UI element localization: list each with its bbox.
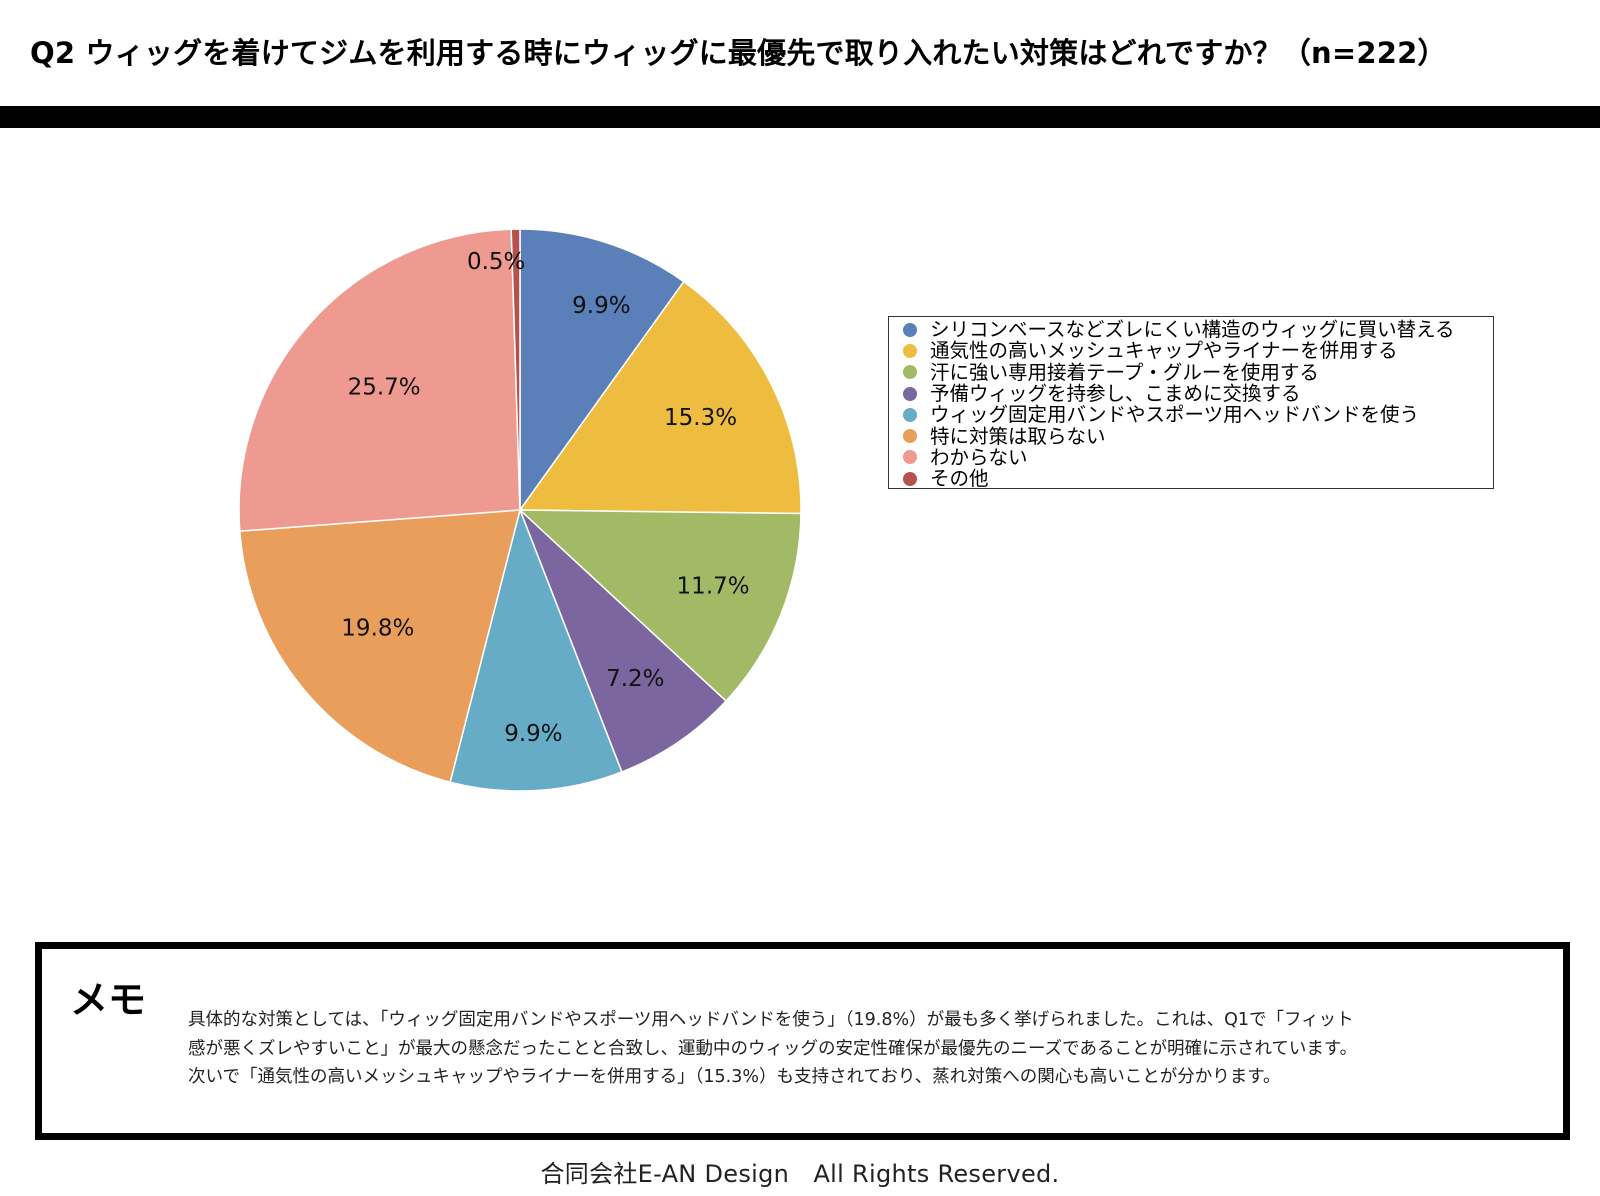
memo-box: メモ 具体的な対策としては、「ウィッグ固定用バンドやスポーツ用ヘッドバンドを使う… [35,942,1570,1140]
slice-data-label: 25.7% [348,374,421,400]
title-divider [0,106,1600,128]
legend-swatch [903,450,917,465]
legend-item: 通気性の高いメッシュキャップやライナーを併用する [903,340,1493,361]
memo-heading: メモ [70,978,147,1022]
pie-slice [238,509,521,784]
legend-item: 汗に強い専用接着テープ・グルーを使用する [903,362,1493,383]
legend-swatch [903,429,917,444]
legend-label: 予備ウィッグを持参し、こまめに交換する [930,382,1301,406]
legend-item: 特に対策は取らない [903,424,1493,448]
legend-label: 特に対策は取らない [930,424,1106,448]
slice-data-label: 0.5% [467,249,525,275]
slice-data-label: 19.8% [341,616,414,642]
footer-copyright: 合同会社E-AN Design All Rights Reserved. [540,1160,1060,1188]
legend-swatch [903,386,917,401]
memo-line: 具体的な対策としては、「ウィッグ固定用バンドやスポーツ用ヘッドバンドを使う」（1… [188,1010,1354,1030]
legend-label: その他 [930,467,989,491]
legend-label: 通気性の高いメッシュキャップやライナーを併用する [930,339,1398,363]
chart-legend: シリコンベースなどズレにくい構造のウィッグに買い替える 通気性の高いメッシュキャッ… [888,316,1494,489]
memo-line: 次いで「通気性の高いメッシュキャップやライナーを併用する」（15.3%）も支持さ… [188,1067,1281,1087]
legend-item: その他 [903,468,1493,489]
pie-slices [238,228,802,792]
legend-swatch [903,343,917,358]
pie-slice [238,228,521,532]
legend-label: ウィッグ固定用バンドやスポーツ用ヘッドバンドを使う [930,403,1420,427]
pie-slice [449,507,623,792]
legend-swatch [903,471,917,486]
legend-label: 汗に強い専用接着テープ・グルーを使用する [930,360,1319,384]
slice-data-label: 9.9% [504,721,562,747]
pie-slice [518,280,802,515]
page-title: Q2 ウィッグを着けてジムを利用する時にウィッグに最優先で取り入れたい対策はどれ… [30,36,1447,70]
pie-slice [519,509,728,773]
legend-swatch [903,407,917,422]
slice-data-label: 9.9% [572,293,630,319]
legend-swatch [903,322,917,337]
legend-swatch [903,365,917,380]
slice-data-label: 15.3% [664,405,737,431]
legend-item: ウィッグ固定用バンドやスポーツ用ヘッドバンドを使う [903,404,1493,425]
slice-data-label: 11.7% [677,574,750,600]
memo-line: 感が悪くズレやすいこと」が最大の懸念だったことと合致し、運動中のウィッグの安定性… [188,1038,1358,1059]
pie-slice [518,509,802,703]
pie-slice [519,228,685,513]
legend-label: シリコンベースなどズレにくい構造のウィッグに買い替える [930,318,1455,342]
legend-item: 予備ウィッグを持参し、こまめに交換する [903,383,1493,404]
pie-labels: 9.9% 15.3% 11.7% 7.2% 9.9% 19.8% 25.7% 0.5% [341,249,749,747]
pie-slice [510,228,521,511]
legend-label: わからない [930,445,1028,469]
slice-data-label: 7.2% [606,666,664,692]
legend-item: シリコンベースなどズレにくい構造のウィッグに買い替える [903,319,1493,340]
memo-text: 具体的な対策としては、「ウィッグ固定用バンドやスポーツ用ヘッドバンドを使う」（1… [188,1006,1488,1092]
legend-list: シリコンベースなどズレにくい構造のウィッグに買い替える 通気性の高いメッシュキャッ… [903,319,1493,489]
legend-item: わからない [903,447,1493,468]
